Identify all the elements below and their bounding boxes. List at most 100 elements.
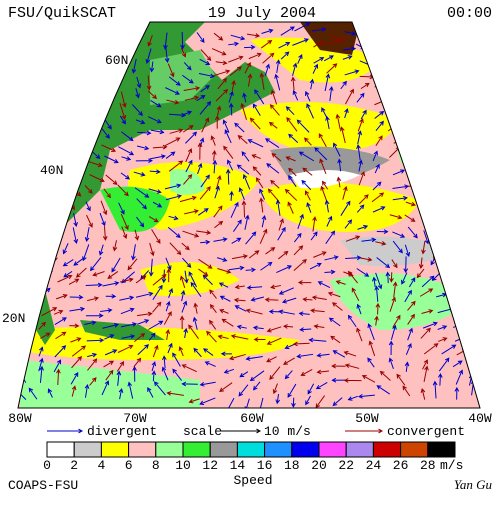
arrow — [87, 160, 103, 168]
arrow — [408, 277, 416, 288]
arrow — [392, 314, 401, 328]
colorbar-label: 0 — [43, 458, 51, 473]
arrow — [372, 181, 382, 191]
arrow — [372, 276, 377, 288]
arrow — [392, 195, 408, 201]
arrow — [316, 369, 330, 375]
colorbar-label: 14 — [230, 458, 246, 473]
arrow — [438, 102, 446, 113]
arrow — [436, 159, 449, 164]
arrow — [288, 175, 297, 188]
arrow — [39, 201, 50, 208]
arrow — [420, 327, 431, 339]
arrow — [247, 73, 253, 87]
arrow — [358, 159, 363, 172]
arrow — [374, 315, 379, 326]
arrow — [340, 126, 346, 143]
arrow — [134, 229, 140, 241]
arrow — [59, 33, 73, 44]
arrow — [169, 242, 182, 256]
arrow — [423, 365, 429, 382]
arrow — [105, 293, 117, 299]
arrow — [89, 377, 97, 386]
arrow — [104, 349, 118, 356]
arrow — [120, 172, 131, 180]
arrow — [102, 226, 108, 241]
arrow — [220, 351, 232, 357]
arrow — [405, 201, 417, 207]
arrow — [151, 229, 161, 244]
arrow — [136, 76, 142, 89]
arrow — [422, 321, 438, 329]
arrow — [254, 89, 265, 105]
arrow — [200, 49, 212, 62]
arrow — [404, 137, 417, 144]
arrow — [453, 90, 459, 102]
arrow — [22, 151, 32, 158]
arrow — [238, 384, 249, 397]
arrow — [425, 141, 439, 148]
header-center: 19 July 2004 — [208, 5, 316, 22]
arrow — [85, 87, 90, 101]
arrow — [275, 394, 281, 405]
arrow — [172, 352, 181, 367]
colorbar-label: 18 — [284, 458, 300, 473]
arrow — [316, 352, 330, 358]
arrow — [105, 369, 114, 381]
arrow — [98, 244, 104, 256]
arrow — [404, 214, 416, 222]
arrow — [275, 199, 281, 216]
arrow — [216, 105, 222, 116]
arrow — [72, 86, 77, 102]
arrow — [455, 227, 460, 239]
arrow — [72, 227, 79, 244]
arrow — [22, 168, 34, 176]
arrow — [148, 258, 154, 277]
arrow — [248, 250, 260, 259]
arrow — [257, 397, 264, 408]
arrow — [467, 243, 475, 254]
arrow — [53, 359, 62, 373]
arrow — [356, 327, 363, 342]
arrow — [169, 128, 184, 134]
arrow — [248, 52, 262, 60]
arrow — [55, 127, 67, 134]
arrow — [304, 90, 311, 102]
arrow — [179, 275, 186, 289]
arrow — [244, 61, 251, 74]
arrow — [292, 38, 309, 46]
arrow — [119, 103, 127, 120]
colorbar-swatch — [345, 441, 374, 458]
arrow — [421, 102, 436, 111]
arrow — [318, 133, 327, 148]
arrow — [407, 103, 420, 112]
arrow — [343, 350, 357, 357]
lat-label: 40N — [40, 163, 63, 178]
arrow — [246, 33, 261, 38]
arrow — [446, 32, 457, 39]
arrow — [252, 103, 261, 116]
arrow — [133, 171, 146, 177]
arrow — [310, 231, 318, 241]
arrow — [166, 268, 172, 283]
arrow — [473, 299, 480, 305]
arrow — [117, 184, 129, 197]
arrow — [230, 201, 239, 218]
arrow — [403, 256, 409, 274]
colorbar-label: 12 — [202, 458, 218, 473]
arrow — [283, 357, 295, 365]
arrow — [245, 231, 257, 245]
arrow — [454, 143, 469, 152]
arrow — [196, 230, 212, 235]
arrow — [215, 60, 228, 66]
arrow — [87, 352, 98, 358]
arrow — [420, 185, 438, 194]
arrow — [333, 142, 341, 157]
arrow — [120, 32, 135, 44]
arrow — [310, 308, 325, 314]
arrow — [461, 255, 472, 263]
arrow — [455, 369, 464, 385]
arrow — [223, 145, 234, 159]
arrow — [134, 187, 150, 198]
arrow — [77, 34, 90, 42]
